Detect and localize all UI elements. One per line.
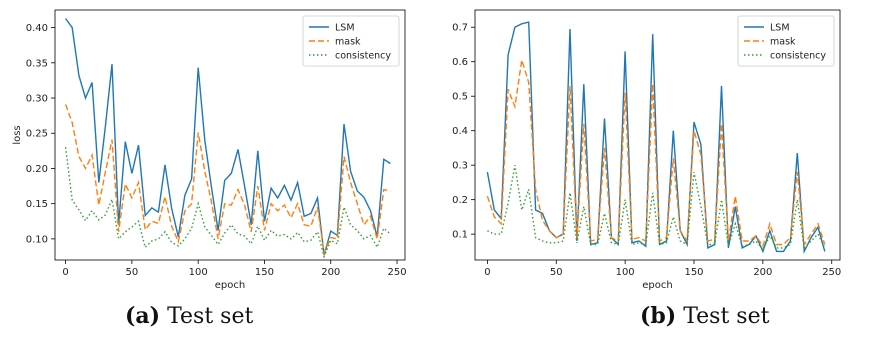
legend-box <box>737 15 835 67</box>
y-tick-label: 0.20 <box>26 164 48 175</box>
y-tick-label: 0.35 <box>26 58 48 69</box>
legend-box <box>302 15 400 67</box>
y-tick-label: 0.1 <box>452 230 468 241</box>
series-line-LSM <box>65 18 391 256</box>
x-axis-label: epoch <box>642 280 672 290</box>
series-line-consistency <box>64 147 391 259</box>
caption-text: Test set <box>676 304 770 329</box>
caption-text: Test set <box>160 304 254 329</box>
x-axis-label: epoch <box>215 280 245 290</box>
y-tick-label: 0.15 <box>26 199 48 210</box>
y-tick-label: 0.4 <box>452 126 468 137</box>
y-tick-label: 0.25 <box>26 129 48 140</box>
legend-label: consistency <box>770 51 826 62</box>
x-tick-label: 150 <box>255 267 274 278</box>
x-tick-label: 0 <box>62 267 68 278</box>
chart-training: 0 50 100 150 200 250 0.10 0.15 0.20 0.25 0.30 0.35 0… <box>12 9 407 290</box>
y-tick-label: 0.7 <box>452 23 468 34</box>
plot-frame <box>474 9 841 261</box>
x-tick-label: 50 <box>550 267 563 278</box>
caption-letter: (b) <box>640 303 677 329</box>
y-axis-label: loss <box>440 125 443 144</box>
y-tick-label: 0.3 <box>452 161 468 172</box>
legend-label: LSM <box>335 23 355 34</box>
chart-test: 0 50 100 150 200 250 0.1 0.2 0.3 0.4 0.5 0.6 0.7 epoc… <box>440 9 841 290</box>
x-tick-label: 200 <box>753 267 772 278</box>
caption-test: (b) Test set <box>640 303 769 329</box>
x-tick-label: 150 <box>684 267 703 278</box>
legend-label: mask <box>770 37 796 48</box>
caption-training: (a) Test set <box>125 303 253 329</box>
x-tick-label: 200 <box>321 267 340 278</box>
legend: LSM mask consistency <box>737 15 835 67</box>
x-tick-label: 250 <box>822 267 841 278</box>
caption-letter: (a) <box>125 303 161 329</box>
x-tick-label: 100 <box>616 267 635 278</box>
series-line-LSM <box>486 21 826 255</box>
x-tick-label: 250 <box>387 267 406 278</box>
x-tick-label: 50 <box>126 267 139 278</box>
plot-frame <box>54 9 406 261</box>
y-tick-label: 0.40 <box>26 23 48 34</box>
y-tick-label: 0.2 <box>452 195 468 206</box>
legend-label: mask <box>335 37 361 48</box>
legend-label: LSM <box>770 23 790 34</box>
y-tick-label: 0.6 <box>452 57 468 68</box>
legend: LSM mask consistency <box>302 15 400 67</box>
x-tick-label: 100 <box>189 267 208 278</box>
series-line-mask <box>486 59 826 248</box>
legend-label: consistency <box>335 51 391 62</box>
series-line-mask <box>64 104 391 256</box>
y-tick-label: 0.30 <box>26 94 48 105</box>
y-axis-label: loss <box>12 125 23 144</box>
y-tick-label: 0.5 <box>452 92 468 103</box>
y-tick-label: 0.10 <box>26 234 48 245</box>
x-tick-label: 0 <box>484 267 490 278</box>
